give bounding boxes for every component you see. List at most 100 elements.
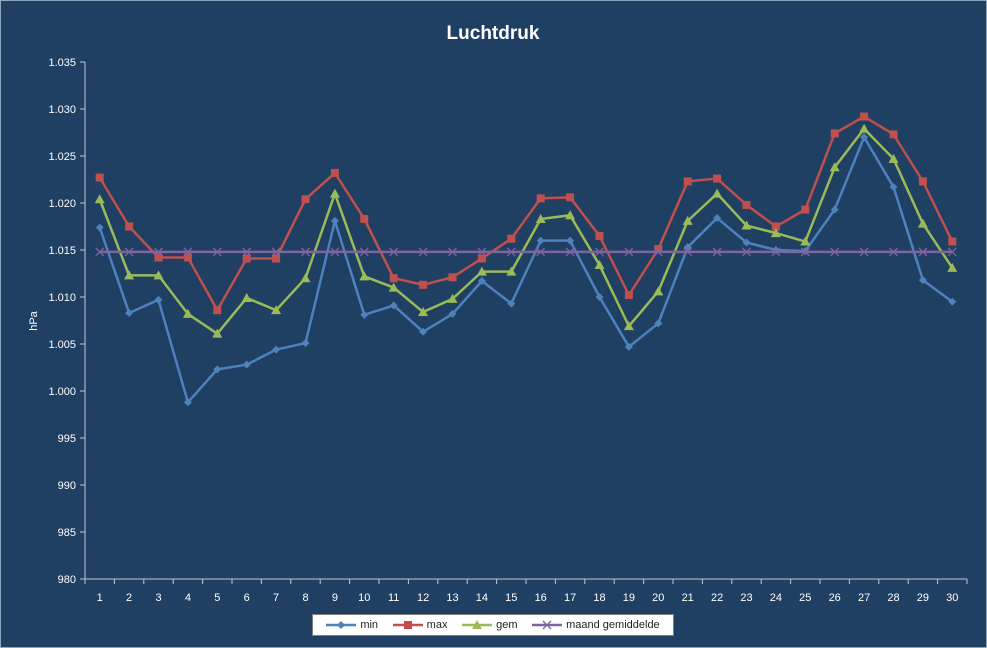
legend-label: min <box>360 619 379 631</box>
point-min <box>301 339 310 348</box>
point-min <box>330 216 339 225</box>
x-tick-label: 29 <box>917 592 929 604</box>
point-maand-gemiddelde <box>212 247 222 257</box>
point-max <box>95 173 104 182</box>
x-tick-label: 15 <box>505 592 517 604</box>
point-min <box>654 319 663 328</box>
point-maand-gemiddelde <box>653 247 663 257</box>
point-maand-gemiddelde <box>477 247 487 257</box>
point-maand-gemiddelde <box>595 247 604 257</box>
point-min <box>477 277 486 286</box>
x-tick-label: 27 <box>858 592 870 604</box>
point-maand-gemiddelde <box>624 247 634 257</box>
point-max <box>272 254 281 263</box>
y-tick-label: 990 <box>58 480 76 492</box>
point-gem <box>917 218 928 228</box>
point-max <box>507 234 516 243</box>
point-gem <box>859 123 870 133</box>
x-tick-label: 2 <box>126 592 132 604</box>
point-max <box>213 306 222 315</box>
point-maand-gemiddelde <box>683 247 693 257</box>
point-maand-gemiddelde <box>359 247 369 257</box>
legend-item-max: max <box>392 619 447 631</box>
point-gem <box>888 153 899 163</box>
point-maand-gemiddelde <box>124 247 134 257</box>
series-min <box>95 133 957 407</box>
point-max <box>448 273 457 282</box>
point-max <box>742 200 751 209</box>
x-tick-label: 21 <box>682 592 694 604</box>
point-max <box>683 177 692 186</box>
legend-swatch <box>462 620 493 629</box>
point-min <box>713 214 722 223</box>
point-max <box>595 231 604 240</box>
point-max <box>154 253 163 262</box>
point-maand-gemiddelde <box>800 247 810 257</box>
axes: 9809859909951.0001.0051.0101.0151.0201.0… <box>48 57 968 604</box>
point-gem <box>388 282 399 292</box>
legend-item-min: min <box>326 619 378 631</box>
x-tick-label: 12 <box>417 592 429 604</box>
point-gem <box>124 270 135 280</box>
x-tick-label: 20 <box>652 592 664 604</box>
point-min <box>95 223 104 232</box>
point-min <box>213 365 222 374</box>
series-gem <box>94 123 958 338</box>
point-max <box>771 222 780 231</box>
point-max <box>183 253 192 262</box>
point-max <box>419 280 428 289</box>
point-maand-gemiddelde <box>712 247 722 257</box>
point-gem <box>770 228 781 238</box>
series-line-max <box>98 115 954 312</box>
legend-item-gem: gem <box>462 619 517 631</box>
point-min <box>860 133 869 142</box>
point-gem <box>359 271 370 281</box>
x-tick-label: 26 <box>829 592 841 604</box>
y-tick-label: 1.025 <box>48 151 76 163</box>
y-tick-label: 1.000 <box>48 386 76 398</box>
x-tick-label: 9 <box>332 592 338 604</box>
point-maand-gemiddelde <box>859 247 869 257</box>
y-tick-label: 1.005 <box>48 339 76 351</box>
point-max <box>830 129 839 138</box>
point-min <box>242 360 251 369</box>
point-min <box>536 236 545 245</box>
point-min <box>918 276 927 285</box>
point-min <box>389 301 398 310</box>
x-tick-label: 10 <box>358 592 370 604</box>
point-gem <box>476 266 487 276</box>
point-max <box>624 291 633 300</box>
x-tick-label: 22 <box>711 592 723 604</box>
legend-swatch <box>326 621 357 629</box>
point-min <box>889 183 898 192</box>
x-tick-label: 11 <box>388 592 399 604</box>
x-tick-label: 16 <box>535 592 547 604</box>
y-tick-label: 985 <box>58 527 76 539</box>
x-tick-label: 17 <box>564 592 576 604</box>
x-tick-label: 13 <box>446 592 458 604</box>
point-max <box>801 205 810 214</box>
point-min <box>419 327 428 336</box>
y-axis-label: hPa <box>28 310 40 330</box>
point-max <box>125 222 134 231</box>
x-tick-label: 4 <box>185 592 191 604</box>
point-maand-gemiddelde <box>330 247 340 257</box>
point-maand-gemiddelde <box>506 247 516 257</box>
point-gem <box>947 262 958 272</box>
x-tick-label: 14 <box>476 592 488 604</box>
point-gem <box>271 305 282 315</box>
point-gem <box>565 210 576 220</box>
legend-swatch <box>392 621 423 629</box>
point-maand-gemiddelde <box>95 247 105 257</box>
point-max <box>889 130 898 139</box>
y-tick-label: 1.010 <box>48 292 76 304</box>
x-tick-label: 30 <box>946 592 958 604</box>
legend-item-maand-gemiddelde: maand gemiddelde <box>532 619 660 631</box>
point-min <box>742 238 751 247</box>
point-maand-gemiddelde <box>742 247 751 257</box>
point-maand-gemiddelde <box>301 247 310 257</box>
x-tick-label: 6 <box>244 592 250 604</box>
x-tick-label: 7 <box>273 592 279 604</box>
x-tick-label: 3 <box>155 592 161 604</box>
point-gem <box>447 293 458 303</box>
